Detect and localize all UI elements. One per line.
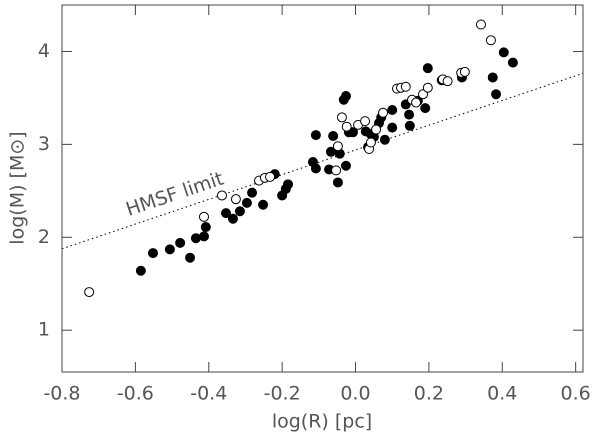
open-point [371,124,382,135]
filled-point [387,122,398,133]
plot-frame [61,4,584,373]
filled-point [340,91,351,102]
x-tick-label: 0.0 [340,383,370,405]
filled-point [135,265,146,276]
filled-point [404,120,415,131]
open-point [411,97,422,108]
open-point [476,19,487,30]
hmsf-limit-label: HMSF limit [123,168,226,221]
x-tick-label: 0.4 [487,383,517,405]
filled-point [234,206,245,217]
filled-point [491,89,502,100]
filled-point [310,130,321,141]
filled-point [340,160,351,171]
filled-point [241,197,252,208]
y-tick-label: 3 [38,133,50,155]
filled-point [379,134,390,145]
filled-point [198,231,209,242]
y-tick-label: 2 [38,226,50,248]
filled-point [221,208,232,219]
filled-point [422,63,433,74]
open-point [265,171,276,182]
filled-point [404,109,415,120]
filled-point [190,233,201,244]
open-point [216,190,227,201]
x-axis-label: log(R) [pc] [272,411,372,433]
filled-point [387,104,398,115]
filled-point [164,244,175,255]
open-point [485,35,496,46]
filled-point [200,222,211,233]
filled-point [185,252,196,263]
x-tick-label: 0.6 [561,383,591,405]
open-point [332,141,343,152]
y-tick-label: 1 [38,319,50,341]
hmsf-limit-line [61,72,584,250]
x-tick-label: -0.6 [117,383,154,405]
open-point [84,287,95,298]
open-point [378,107,389,118]
filled-point [328,131,339,142]
y-axis-label: log(M) [M⊙] [7,131,29,244]
open-point [360,116,371,127]
open-point [442,76,453,87]
open-point [422,82,433,93]
open-point [459,66,470,77]
filled-point [175,237,186,248]
open-point [400,81,411,92]
filled-point [498,47,509,58]
filled-point [310,163,321,174]
open-point [341,121,352,132]
filled-point [258,199,269,210]
filled-point [420,103,431,114]
y-tick-label: 4 [38,40,50,62]
filled-point [487,72,498,83]
filled-point [347,127,358,138]
x-tick-label: -0.2 [264,383,301,405]
open-point [198,211,209,222]
filled-point [227,213,238,224]
filled-point [247,187,258,198]
filled-point [147,248,158,259]
filled-point [283,179,294,190]
x-tick-label: -0.8 [43,383,80,405]
open-point [365,137,376,148]
open-point [230,194,241,205]
filled-point [507,57,518,68]
open-point [336,112,347,123]
filled-point [332,177,343,188]
open-point [331,165,342,176]
x-tick-label: -0.4 [190,383,227,405]
x-tick-label: 0.2 [414,383,444,405]
